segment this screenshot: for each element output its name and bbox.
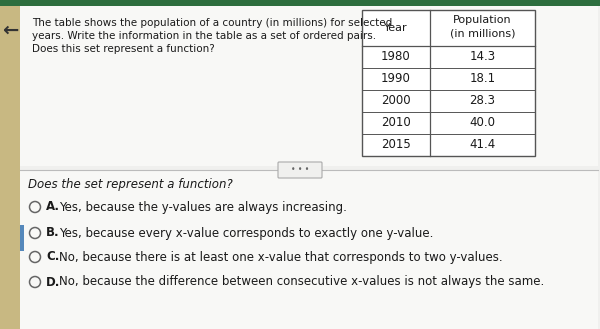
Text: C.: C. xyxy=(46,250,59,264)
Text: A.: A. xyxy=(46,200,60,214)
Text: Does the set represent a function?: Does the set represent a function? xyxy=(28,178,233,191)
Text: No, because there is at least one x-value that corresponds to two y-values.: No, because there is at least one x-valu… xyxy=(59,250,503,264)
Text: D.: D. xyxy=(46,275,61,289)
Bar xyxy=(0,6,20,329)
Text: 2010: 2010 xyxy=(381,116,411,130)
Text: 2015: 2015 xyxy=(381,139,411,151)
FancyBboxPatch shape xyxy=(278,162,322,178)
Text: No, because the difference between consecutive x-values is not always the same.: No, because the difference between conse… xyxy=(59,275,544,289)
Bar xyxy=(20,6,598,166)
Text: Year: Year xyxy=(384,23,408,33)
Bar xyxy=(362,10,535,156)
Text: ←: ← xyxy=(2,20,18,39)
Bar xyxy=(20,225,24,251)
Text: Population: Population xyxy=(453,15,512,25)
Text: years. Write the information in the table as a set of ordered pairs.: years. Write the information in the tabl… xyxy=(32,31,376,41)
Text: 41.4: 41.4 xyxy=(469,139,496,151)
Text: Yes, because the y-values are always increasing.: Yes, because the y-values are always inc… xyxy=(59,200,347,214)
Text: 1980: 1980 xyxy=(381,50,411,63)
Bar xyxy=(20,170,598,329)
Text: 28.3: 28.3 xyxy=(470,94,496,108)
Text: The table shows the population of a country (in millions) for selected: The table shows the population of a coun… xyxy=(32,18,392,28)
Text: 18.1: 18.1 xyxy=(469,72,496,86)
Text: 40.0: 40.0 xyxy=(470,116,496,130)
Text: B.: B. xyxy=(46,226,59,240)
Text: Does this set represent a function?: Does this set represent a function? xyxy=(32,44,215,54)
Text: 14.3: 14.3 xyxy=(469,50,496,63)
Bar xyxy=(0,0,600,6)
Text: (in millions): (in millions) xyxy=(450,29,515,39)
Text: 1990: 1990 xyxy=(381,72,411,86)
Text: 2000: 2000 xyxy=(381,94,411,108)
Text: • • •: • • • xyxy=(291,165,309,174)
Text: Yes, because every x-value corresponds to exactly one y-value.: Yes, because every x-value corresponds t… xyxy=(59,226,433,240)
